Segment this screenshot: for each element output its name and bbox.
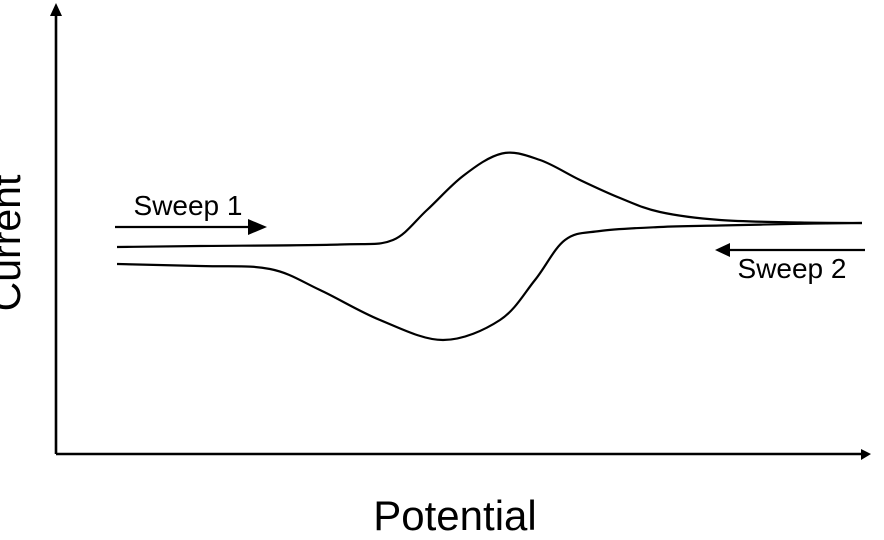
svg-text:Potential: Potential [373,492,536,539]
svg-text:Sweep 2: Sweep 2 [738,253,847,284]
svg-text:Sweep 1: Sweep 1 [134,190,243,221]
svg-text:Current: Current [0,174,29,311]
